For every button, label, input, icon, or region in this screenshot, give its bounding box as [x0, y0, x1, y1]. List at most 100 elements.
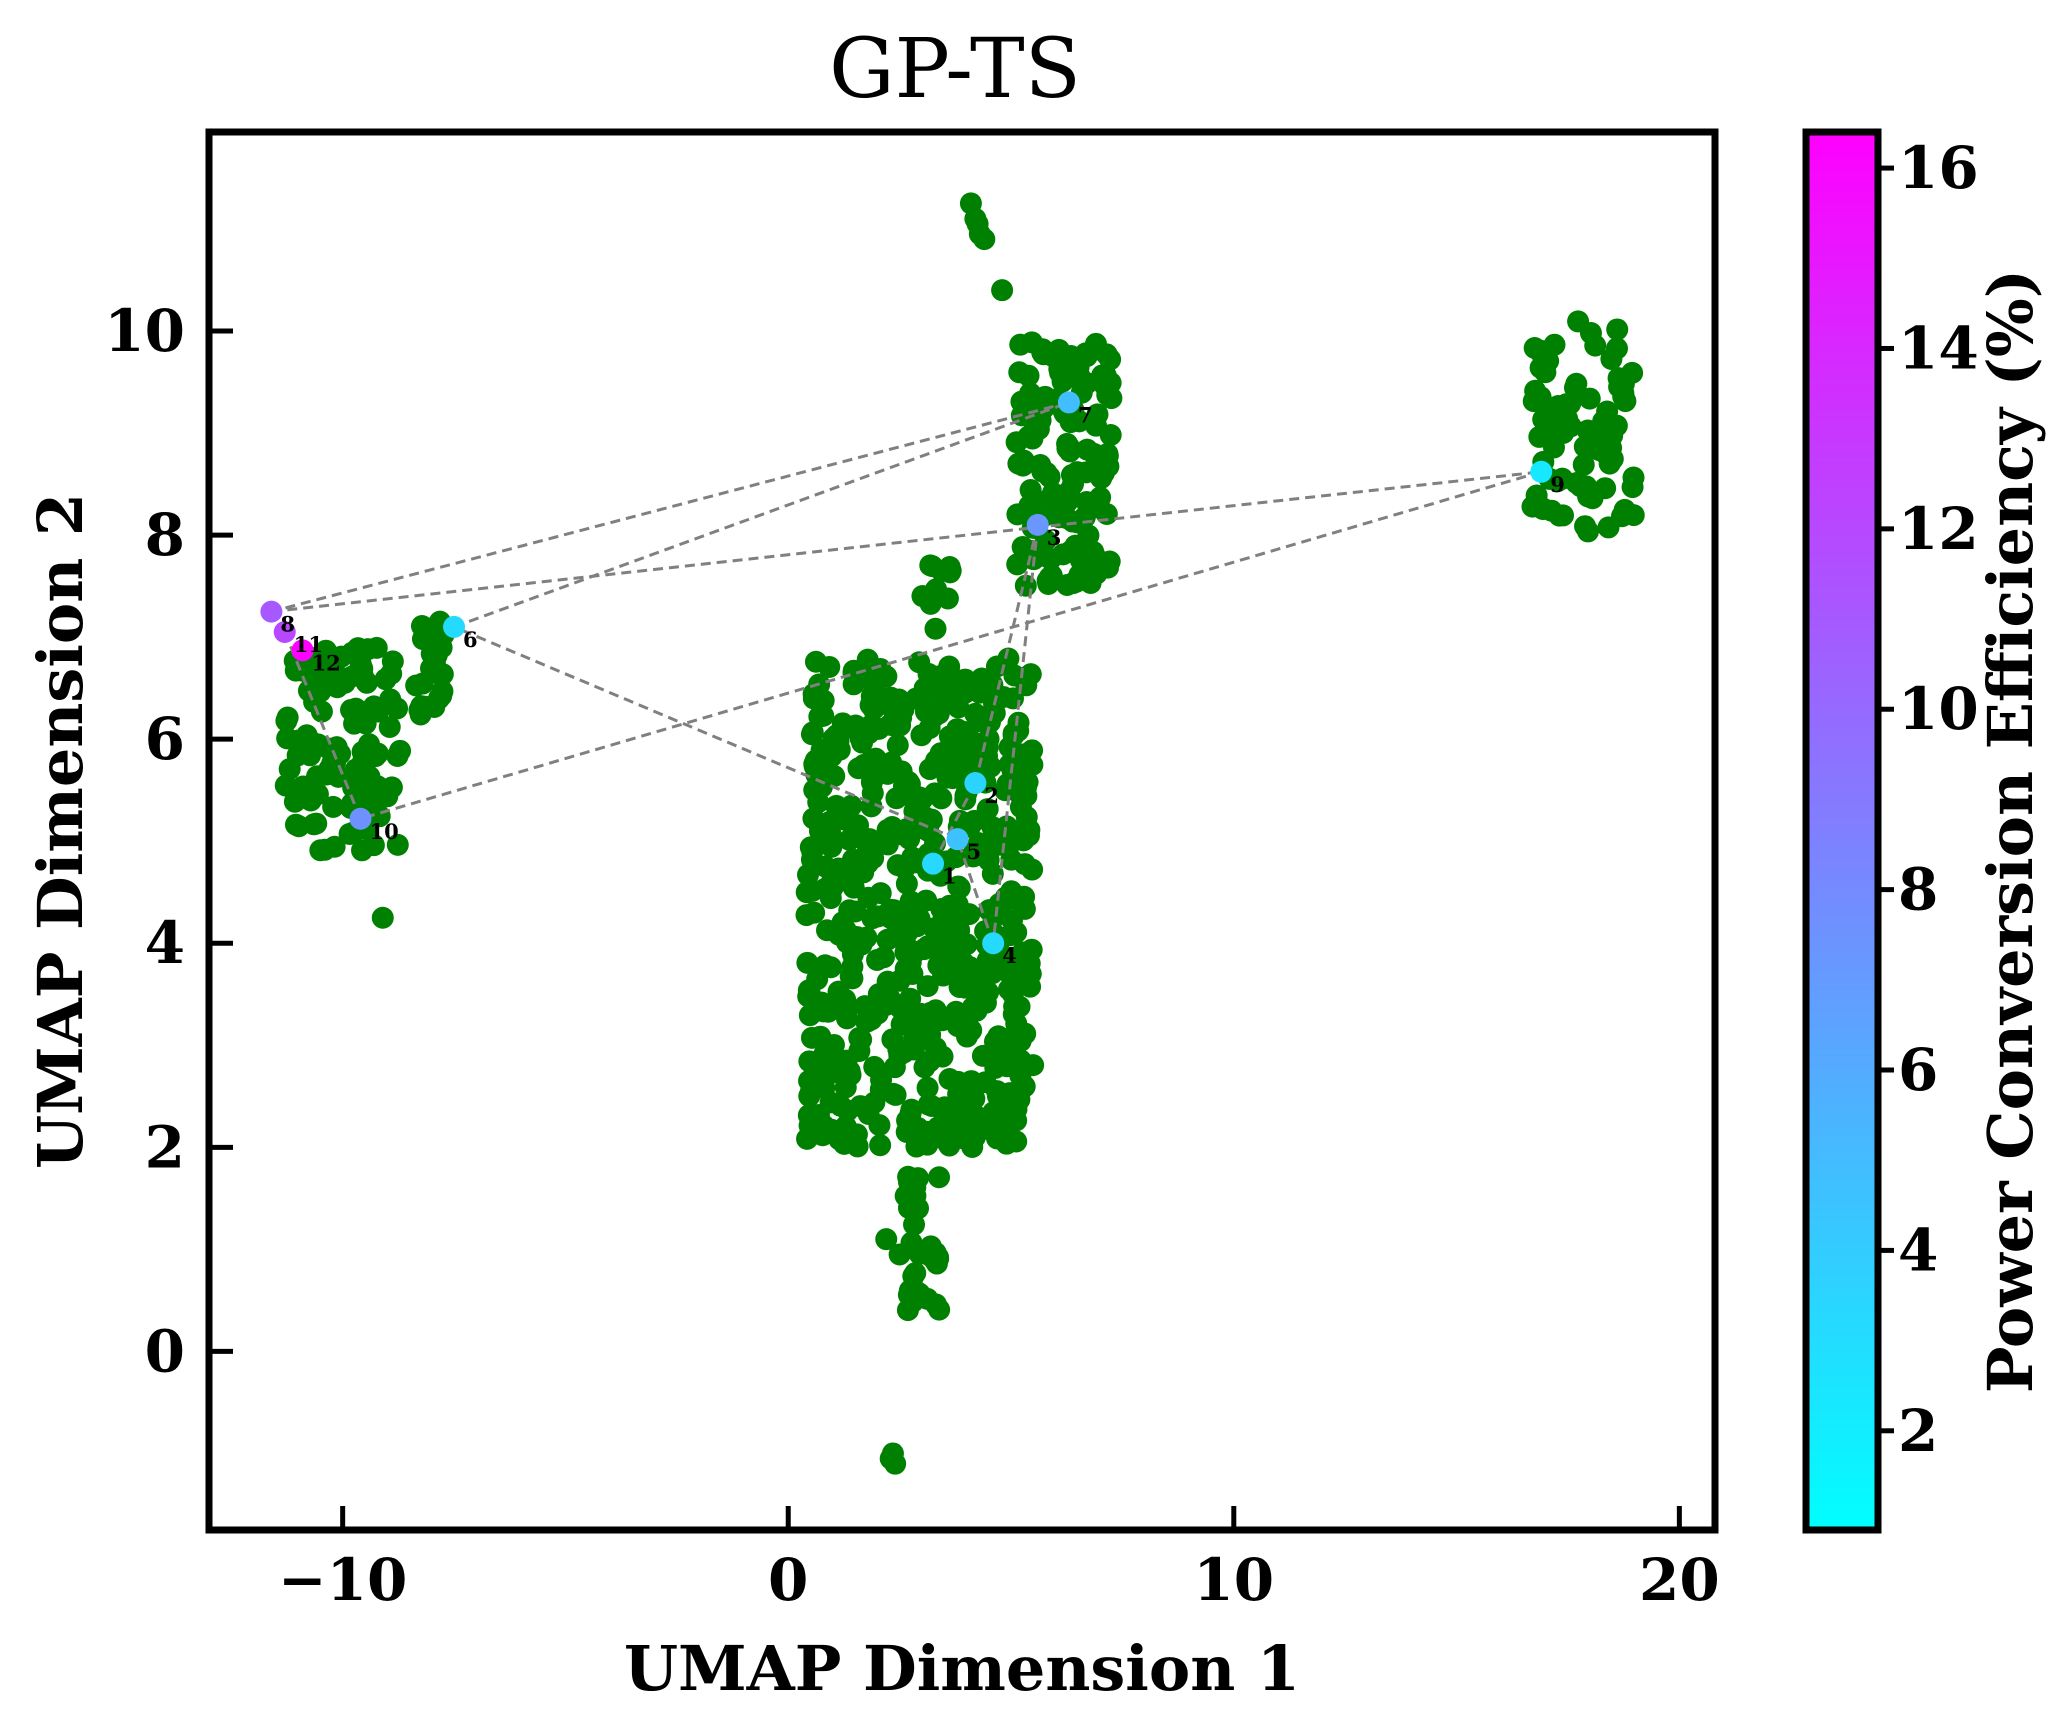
- background-point: [820, 835, 843, 858]
- background-point: [939, 559, 962, 582]
- selected-point-label: 8: [280, 612, 295, 637]
- colorbar-label: Power Conversion Efficiency (%): [1974, 269, 2047, 1393]
- plot-frame: [205, 128, 1719, 1534]
- x-axis-label: UMAP Dimension 1: [624, 1632, 1300, 1705]
- background-point: [351, 657, 374, 680]
- background-point: [276, 706, 299, 729]
- selected-point: [982, 932, 1005, 955]
- background-point: [1584, 334, 1607, 357]
- background-point: [1039, 548, 1062, 571]
- colorbar-tick-label: 4: [1898, 1216, 1938, 1284]
- selected-point: [260, 600, 283, 623]
- background-point: [813, 1043, 836, 1066]
- y-tick-label: 2: [145, 1113, 185, 1181]
- background-point: [981, 862, 1004, 885]
- background-point: [1094, 374, 1117, 397]
- selected-point-label: 11: [294, 632, 323, 657]
- background-point: [855, 926, 878, 949]
- background-point: [901, 962, 924, 985]
- background-point: [1601, 424, 1624, 447]
- background-point: [430, 664, 453, 687]
- y-tick-label: 8: [145, 501, 185, 569]
- background-point: [1082, 540, 1105, 563]
- background-point: [860, 713, 883, 736]
- background-point: [894, 783, 917, 806]
- background-point: [356, 638, 379, 661]
- colorbar-tick-label: 6: [1898, 1036, 1938, 1104]
- background-point: [955, 933, 978, 956]
- colorbar-tick-label: 12: [1898, 495, 1979, 563]
- background-point: [920, 1244, 943, 1267]
- background-point: [1578, 387, 1601, 410]
- background-point: [338, 822, 361, 845]
- background-point: [911, 585, 934, 608]
- background-point: [1034, 385, 1057, 408]
- background-point: [983, 1030, 1006, 1053]
- background-point: [976, 798, 999, 821]
- background-point: [1575, 475, 1598, 498]
- background-point: [309, 680, 332, 703]
- selected-point: [443, 615, 466, 638]
- background-point: [836, 1099, 859, 1122]
- background-point: [1060, 344, 1083, 367]
- background-point: [878, 713, 901, 736]
- background-point: [902, 1014, 925, 1037]
- background-point: [1009, 333, 1032, 356]
- background-point: [278, 758, 301, 781]
- background-point: [956, 970, 979, 993]
- y-tick-label: 10: [104, 297, 185, 365]
- background-point: [1000, 880, 1023, 903]
- selected-point: [273, 621, 296, 644]
- background-point: [856, 833, 879, 856]
- background-point: [822, 727, 845, 750]
- x-tick-label: 0: [768, 1546, 808, 1614]
- background-point: [869, 882, 892, 905]
- background-point: [1005, 1098, 1028, 1121]
- background-point: [302, 772, 325, 795]
- path-segment: [360, 470, 1542, 821]
- background-point: [870, 1068, 893, 1091]
- background-point: [1532, 497, 1555, 520]
- background-point: [1621, 476, 1644, 499]
- background-point: [1086, 461, 1109, 484]
- background-point: [937, 1006, 960, 1029]
- path-segment: [453, 625, 959, 841]
- background-point: [963, 1124, 986, 1147]
- background-point: [894, 1184, 917, 1207]
- background-point: [923, 917, 946, 940]
- y-tick-label: 4: [145, 909, 185, 977]
- background-point: [1606, 318, 1629, 341]
- background-point: [886, 854, 909, 877]
- background-point: [307, 733, 330, 756]
- background-point: [1572, 453, 1595, 476]
- background-point: [796, 1127, 819, 1150]
- selected-point-label: 9: [1550, 472, 1565, 497]
- background-point: [879, 686, 902, 709]
- background-point: [814, 954, 837, 977]
- background-point: [942, 734, 965, 757]
- background-point: [982, 1101, 1005, 1124]
- background-point: [386, 833, 409, 856]
- background-point: [918, 697, 941, 720]
- selected-point-label: 4: [1002, 943, 1017, 968]
- x-axis-ticks: −10 0 10 20: [278, 1506, 1720, 1614]
- background-point: [924, 937, 947, 960]
- background-point: [947, 1083, 970, 1106]
- background-point: [1018, 494, 1041, 517]
- background-point: [906, 1281, 929, 1304]
- background-point: [920, 808, 943, 831]
- background-point: [803, 901, 826, 924]
- background-point: [1612, 382, 1635, 405]
- background-point: [1003, 995, 1026, 1018]
- background-point: [1022, 1054, 1045, 1077]
- background-point: [801, 721, 824, 744]
- background-point: [288, 739, 311, 762]
- background-point: [1533, 354, 1556, 377]
- background-point: [886, 734, 909, 757]
- background-point: [1009, 796, 1032, 819]
- background-point: [1068, 365, 1091, 388]
- background-point: [1019, 975, 1042, 998]
- background-point: [841, 955, 864, 978]
- selection-path: [270, 400, 1542, 944]
- selected-point: [291, 639, 314, 662]
